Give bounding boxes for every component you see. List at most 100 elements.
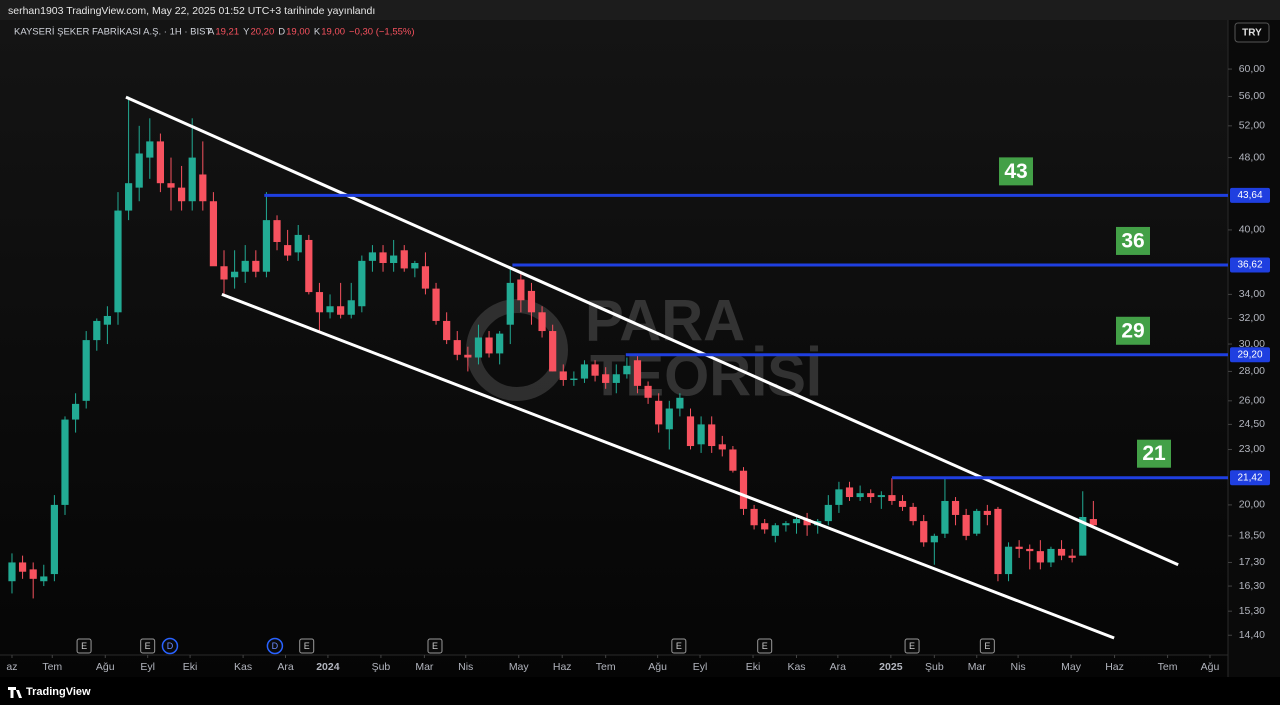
candle-body <box>708 424 716 447</box>
candle-body <box>549 331 557 372</box>
plot-area <box>0 20 1228 677</box>
event-badge <box>140 638 156 654</box>
candle-body <box>421 266 430 289</box>
candle-body <box>973 510 981 534</box>
candle-body <box>782 523 790 526</box>
candle-body <box>178 187 186 202</box>
level-tag: 36 <box>1121 229 1144 252</box>
event-label: D <box>167 641 174 651</box>
ohlc-value: 19,00 <box>286 27 310 38</box>
x-tick-label: Mar <box>968 661 987 673</box>
candle-body <box>390 255 398 264</box>
candle-body <box>40 576 48 582</box>
x-tick-label: May <box>1061 661 1082 673</box>
candle-body <box>71 403 80 420</box>
candle-body <box>1079 516 1087 556</box>
x-tick-label: Ağu <box>648 661 667 673</box>
y-tick-label: 40,00 <box>1239 224 1265 236</box>
level-price-label: 36,62 <box>1237 260 1262 271</box>
x-tick-label: Eki <box>183 661 198 673</box>
candle-body <box>761 523 769 530</box>
candle-body <box>453 340 461 355</box>
candle-body <box>432 288 440 321</box>
x-tick-label: Haz <box>1105 661 1124 673</box>
candle-body <box>920 521 928 543</box>
event-badge <box>904 638 920 654</box>
candle-body <box>50 504 58 575</box>
x-tick-label: Tem <box>1158 661 1178 673</box>
candle-body <box>114 210 122 313</box>
candle-body <box>1004 546 1013 575</box>
candle-body <box>824 504 832 522</box>
level-tag: 29 <box>1121 319 1144 342</box>
x-tick-label: Şub <box>925 661 944 673</box>
level-price-tag <box>1230 470 1270 486</box>
candle-body <box>156 141 165 184</box>
x-tick-label: Eyl <box>693 661 708 673</box>
event-badge <box>671 638 687 654</box>
candle-body <box>1047 548 1055 563</box>
candle-body <box>294 234 302 253</box>
x-tick-label: Ara <box>830 661 847 673</box>
ohlc-key: K <box>314 27 321 38</box>
currency-button[interactable] <box>1234 22 1270 43</box>
candle-body <box>1089 519 1097 526</box>
y-tick-label: 28,00 <box>1239 365 1265 377</box>
currency[interactable]: TRY <box>1242 28 1262 39</box>
candle-body <box>951 500 960 515</box>
candle-body <box>506 282 514 325</box>
candle-body <box>93 320 101 341</box>
candle-body <box>697 424 705 445</box>
brand: TradingView <box>26 686 91 698</box>
y-tick-label: 17,30 <box>1239 556 1265 568</box>
trend-line <box>221 292 1115 640</box>
x-tick-label: Mar <box>415 661 434 673</box>
candle-body <box>909 506 917 522</box>
candle-body <box>124 183 133 211</box>
candle-body <box>941 500 949 534</box>
candle-body <box>241 260 249 272</box>
footer-bar <box>0 680 1280 705</box>
level-price-tag <box>1230 347 1270 363</box>
candle-body <box>962 514 970 536</box>
candle-body <box>633 360 642 386</box>
y-tick-label: 48,00 <box>1239 151 1265 163</box>
event-label: E <box>676 641 682 651</box>
watermark-text: PARA <box>585 288 745 353</box>
watermark-icon <box>466 299 568 401</box>
y-tick-label: 32,00 <box>1239 312 1265 324</box>
x-tick-label: 2025 <box>879 661 903 673</box>
candle-body <box>1068 555 1076 558</box>
candle-body <box>82 340 90 401</box>
candle-body <box>623 365 631 375</box>
x-tick-label: Tem <box>42 661 62 673</box>
candle-body <box>729 449 737 471</box>
candle-body <box>400 250 408 269</box>
candle-body <box>930 535 938 543</box>
ohlc-value: 20,20 <box>250 27 274 38</box>
level-price-label: 43,64 <box>1237 190 1262 201</box>
event-badge <box>266 637 284 655</box>
candle-body <box>835 489 843 505</box>
candle-body <box>644 385 652 398</box>
candle-body <box>888 495 896 501</box>
symbol: KAYSERİ ŞEKER FABRİKASI A.Ş. · 1H · BIST <box>14 27 211 38</box>
candle-body <box>368 252 377 261</box>
event-label: E <box>145 641 151 651</box>
candle-body <box>591 364 599 376</box>
y-tick-label: 56,00 <box>1239 90 1265 102</box>
candle-body <box>655 400 663 425</box>
x-tick-label: Eyl <box>140 661 155 673</box>
candle-body <box>29 569 37 579</box>
candle-body <box>570 378 578 381</box>
y-tick-label: 24,50 <box>1239 418 1265 430</box>
candle-body <box>877 495 885 498</box>
candle-body <box>103 315 111 325</box>
candle-body <box>792 519 801 524</box>
candle-body <box>209 201 218 267</box>
event-label: D <box>272 641 279 651</box>
y-tick-label: 52,00 <box>1239 120 1265 132</box>
y-tick-label: 34,00 <box>1239 288 1265 300</box>
